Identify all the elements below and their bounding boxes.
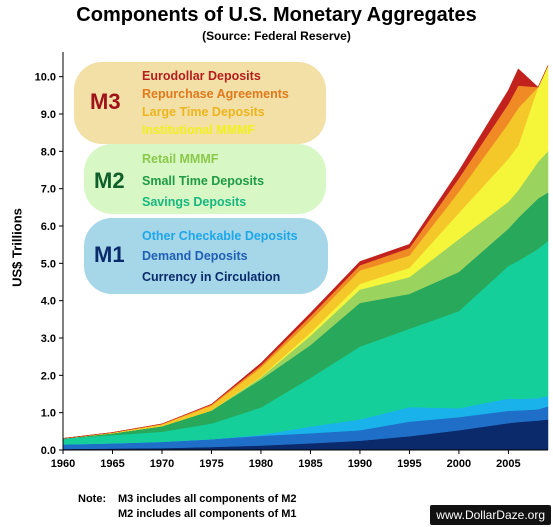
x-tick-label: 1985 [298, 458, 322, 470]
y-tick-labels: 0.0 1.0 2.0 3.0 4.0 5.0 6.0 7.0 8.0 9.0 10.0 [35, 72, 63, 457]
area-layers [62, 65, 549, 451]
y-tick-label: 8.0 [41, 146, 56, 158]
x-tick-label: 1995 [397, 458, 421, 470]
site-watermark[interactable]: www.DollarDaze.org [430, 505, 551, 525]
x-tick-label: 1960 [51, 458, 75, 470]
y-tick-label: 1.0 [41, 408, 56, 420]
legend-item-currency: Currency in Circulation [142, 270, 281, 284]
y-tick-label: 10.0 [35, 72, 56, 84]
y-tick-label: 5.0 [41, 258, 56, 270]
axes [62, 52, 548, 451]
y-tick-label: 3.0 [41, 333, 56, 345]
y-tick-label: 9.0 [41, 109, 56, 121]
x-tick-label: 2005 [496, 458, 520, 470]
y-tick-label: 7.0 [41, 184, 56, 196]
chart-title: Components of U.S. Monetary Aggregates [76, 4, 477, 26]
legend-item-other-checkable: Other Checkable Deposits [142, 229, 298, 243]
y-tick-label: 0.0 [41, 445, 56, 457]
m1-label: M1 [94, 242, 125, 267]
m2-legend-panel: M2 Retail MMMF Small Time Deposits Savin… [84, 144, 326, 214]
x-tick-label: 1975 [199, 458, 223, 470]
x-tick-label: 1970 [150, 458, 174, 470]
m1-legend-panel: M1 Other Checkable Deposits Demand Depos… [84, 218, 328, 294]
legend-item-demand: Demand Deposits [142, 249, 248, 263]
legend-item-eurodollar: Eurodollar Deposits [142, 69, 261, 83]
chart-note: Note: M3 includes all components of M2 M2… [78, 492, 296, 522]
x-tick-label: 1965 [100, 458, 124, 470]
legend-item-large-time: Large Time Deposits [142, 105, 265, 119]
legend-item-retail-mmmf: Retail MMMF [142, 152, 219, 166]
chart-subtitle: (Source: Federal Reserve) [202, 29, 351, 43]
m3-label: M3 [90, 89, 121, 114]
m3-legend-panel: M3 Eurodollar Deposits Repurchase Agreem… [74, 62, 326, 144]
y-tick-label: 2.0 [41, 370, 56, 382]
area-eurodollar-deposits [62, 65, 549, 439]
legend-item-small-time: Small Time Deposits [142, 174, 265, 188]
x-tick-label: 1990 [348, 458, 372, 470]
note-line-2: M2 includes all components of M1 [118, 508, 297, 520]
x-tick-label: 1980 [249, 458, 273, 470]
legend-item-repurchase: Repurchase Agreements [142, 87, 289, 101]
legend-item-institutional-mmmf: Institutional MMMF [142, 123, 256, 137]
x-tick-label: 2000 [447, 458, 471, 470]
y-tick-label: 4.0 [41, 296, 56, 308]
note-line-1: M3 includes all components of M2 [118, 493, 297, 505]
legend-item-savings: Savings Deposits [142, 195, 247, 209]
x-tick-labels: 1960 1965 1970 1975 1980 1985 1990 1995 2000 2005 [51, 450, 521, 470]
y-tick-label: 6.0 [41, 221, 56, 233]
m2-label: M2 [94, 168, 125, 193]
note-label: Note: [78, 493, 107, 505]
